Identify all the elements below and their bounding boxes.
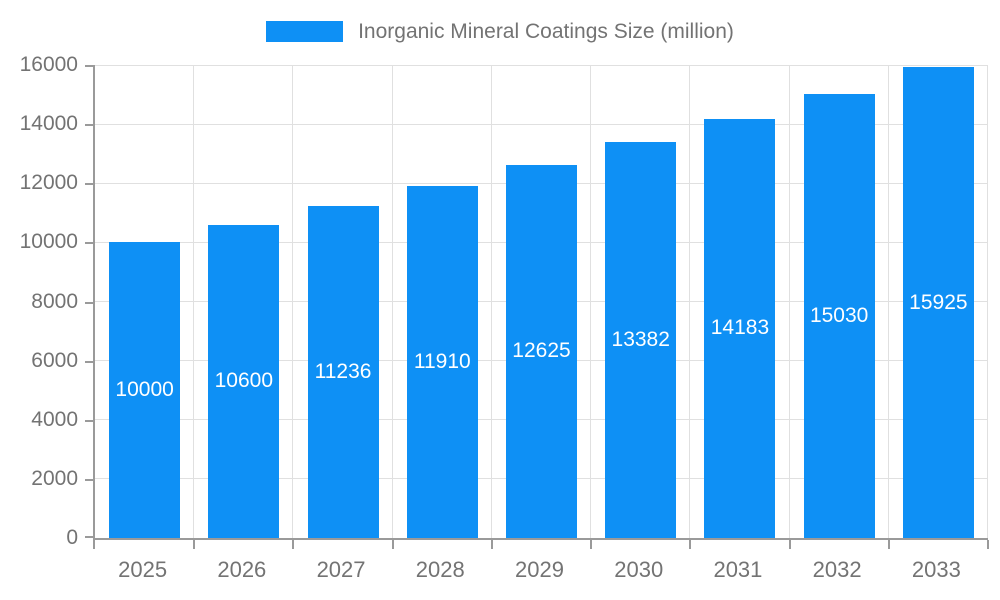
x-tick-label: 2027	[316, 557, 366, 582]
x-gridline	[391, 65, 393, 538]
y-tick-label: 6000	[31, 348, 78, 372]
x-gridline	[689, 65, 691, 538]
x-axis-tick	[689, 540, 692, 549]
x-tick-label: 2030	[614, 557, 664, 582]
x-tick-label: 2032	[812, 557, 862, 582]
x-axis-tick	[490, 540, 493, 549]
y-tick-label: 8000	[31, 289, 78, 313]
y-gridline	[95, 123, 988, 125]
y-axis-tick	[85, 478, 93, 481]
x-gridline	[590, 65, 592, 538]
y-axis-tick	[85, 124, 93, 127]
y-axis-tick	[85, 301, 93, 304]
y-tick-label: 2000	[31, 466, 78, 490]
x-tick-label: 2029	[515, 557, 564, 582]
bar: 10000	[109, 242, 181, 538]
x-axis-tick	[987, 540, 989, 549]
x-axis-tick	[193, 540, 196, 549]
x-axis-tick	[93, 540, 95, 549]
bar-value-label: 10600	[214, 369, 274, 393]
x-gridline	[788, 65, 790, 538]
x-axis-tick	[590, 540, 593, 549]
y-axis-tick	[85, 536, 93, 538]
x-gridline	[887, 65, 889, 538]
y-axis-tick	[85, 242, 93, 245]
y-tick-label: 4000	[31, 407, 78, 431]
bar-value-label: 11910	[413, 349, 471, 373]
plot-area: 10000 10600 11236 11910 12625 13382 14183 15030…	[85, 64, 989, 549]
x-axis-tick	[391, 540, 394, 549]
y-gridline	[95, 64, 988, 66]
bar: 11236	[307, 205, 379, 538]
bar: 15030	[803, 93, 875, 538]
y-tick-label: 14000	[19, 112, 78, 136]
y-axis-tick	[85, 419, 93, 422]
legend-swatch	[266, 21, 344, 42]
bar-value-label: 14183	[710, 316, 770, 340]
bar-value-label: 15030	[809, 303, 869, 327]
x-tick-label: 2026	[217, 557, 267, 582]
bar: 10600	[208, 224, 280, 538]
y-axis-tick	[85, 183, 93, 186]
bar-value-label: 10000	[115, 378, 174, 402]
bar-value-label: 15925	[909, 290, 968, 314]
bar-value-label: 13382	[611, 328, 670, 352]
x-tick-label: 2028	[415, 557, 465, 582]
y-tick-label: 16000	[19, 53, 78, 76]
x-axis-tick	[788, 540, 791, 549]
x-axis-tick	[887, 540, 890, 549]
x-tick-label: 2033	[911, 557, 961, 582]
bar: 12625	[506, 164, 577, 538]
x-tick-label: 2025	[118, 557, 168, 582]
y-tick-label: 12000	[19, 171, 78, 195]
y-tick-label: 0	[66, 526, 78, 549]
x-gridline	[193, 65, 195, 538]
bar-value-label: 12625	[512, 339, 571, 363]
bar: 13382	[605, 142, 677, 538]
x-axis-tick	[292, 540, 295, 549]
y-axis-tick	[85, 360, 93, 363]
bar: 14183	[704, 118, 776, 538]
y-tick-label: 10000	[19, 230, 78, 254]
bar-value-label: 11236	[314, 359, 372, 383]
legend-label: Inorganic Mineral Coatings Size (million…	[358, 20, 734, 43]
legend[interactable]: Inorganic Mineral Coatings Size (million…	[0, 19, 1000, 44]
x-tick-label: 2031	[713, 557, 763, 582]
x-gridline	[490, 65, 492, 538]
x-gridline	[987, 65, 988, 538]
x-gridline	[292, 65, 294, 538]
bar: 15925	[902, 67, 974, 538]
y-axis-tick	[85, 65, 93, 67]
bar: 11910	[406, 185, 478, 538]
